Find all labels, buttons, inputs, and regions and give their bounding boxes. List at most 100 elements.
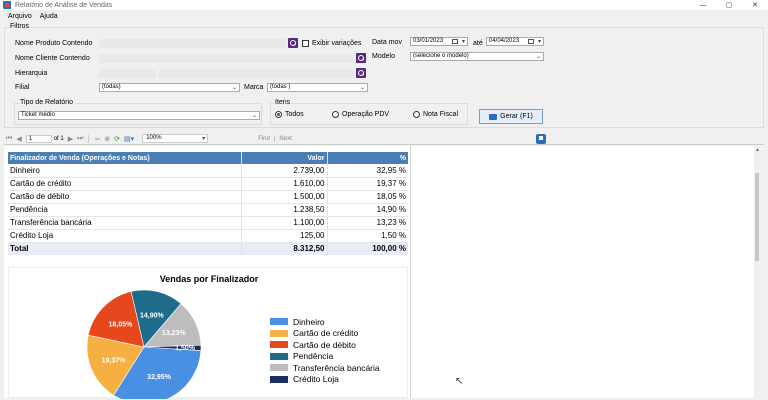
zoom-value: 100% — [146, 135, 162, 141]
legend-item: Crédito Loja — [270, 374, 380, 386]
hierarquia-name-input[interactable] — [159, 69, 355, 78]
cell-name: Dinheiro — [8, 164, 241, 178]
legend-item: Transferência bancária — [270, 362, 380, 374]
legend-item: Pendência — [270, 351, 380, 363]
cell-valor: 1.100,00 — [240, 216, 327, 230]
cliente-label: Nome Cliente Contendo — [15, 55, 90, 62]
modelo-value: (selecione o modelo) — [413, 53, 469, 59]
menu-bar: Arquivo Ajuda — [0, 11, 62, 22]
stop-icon[interactable]: ⊗ — [104, 135, 111, 143]
cell-valor: 125,00 — [240, 229, 327, 243]
cell-percent: 1,50 % — [326, 229, 408, 243]
column-header-percent: % — [326, 152, 408, 164]
column-header-valor: Valor — [240, 152, 327, 164]
close-button[interactable]: ✕ — [752, 2, 758, 9]
modelo-select[interactable]: (selecione o modelo) ⌄ — [410, 52, 544, 61]
table-row: Cartão de crédito 1.610,00 19,37 % — [8, 177, 408, 191]
hierarquia-code-input[interactable] — [99, 69, 156, 78]
pie-slice-label: 13,23% — [162, 330, 187, 337]
hierarquia-search-icon[interactable] — [356, 68, 366, 78]
pie-slice-label: 32,95% — [147, 374, 172, 381]
app-icon — [3, 1, 11, 9]
legend-label: Cartão de débito — [293, 339, 356, 350]
cell-percent: 19,37 % — [326, 177, 408, 191]
cliente-input[interactable] — [99, 54, 355, 63]
produto-search-icon[interactable] — [288, 38, 298, 48]
date-from-input[interactable]: 03/01/2023 ▾ — [410, 37, 468, 46]
cell-valor: 1.238,50 — [240, 203, 327, 217]
scroll-up-icon[interactable]: ▲ — [755, 147, 760, 153]
chart-legend: Dinheiro Cartão de crédito Cartão de débit… — [270, 316, 380, 385]
legend-label: Crédito Loja — [293, 374, 339, 385]
find-link[interactable]: Find — [258, 135, 270, 142]
cell-percent: 18,05 % — [326, 190, 408, 204]
legend-label: Transferência bancária — [293, 362, 380, 373]
table-row: Crédito Loja 125,00 1,50 % — [8, 229, 408, 243]
finalizador-table: Finalizador de Venda (Operações e Notas)… — [8, 152, 408, 255]
filters-group-label: Filtros — [9, 23, 31, 30]
save-icon[interactable] — [536, 134, 546, 144]
menu-arquivo[interactable]: Arquivo — [8, 13, 32, 20]
cell-name: Cartão de crédito — [8, 177, 241, 191]
filial-select[interactable]: (todas) ⌄ — [99, 83, 240, 92]
pie-slice — [86, 334, 145, 396]
pie-slice-label: 1,50% — [175, 345, 196, 352]
legend-swatch — [270, 329, 288, 337]
minimize-button[interactable]: — — [699, 1, 707, 9]
tipo-relatorio-label: Tipo de Relatório — [19, 99, 75, 106]
produto-input[interactable] — [99, 39, 287, 48]
maximize-button[interactable]: ▢ — [725, 2, 733, 9]
calendar-icon — [528, 39, 534, 44]
chevron-down-icon: ⌄ — [231, 85, 237, 91]
itens-pdv-radio[interactable] — [332, 111, 339, 118]
data-mov-label: Data mov — [372, 39, 402, 46]
table-row: Cartão de débito 1.500,00 18,05 % — [8, 190, 408, 204]
table-row: Dinheiro 2.739,00 32,95 % — [8, 164, 408, 178]
print-layout-icon[interactable]: ▤▾ — [124, 135, 135, 143]
prev-page-icon[interactable]: ◀ — [16, 135, 22, 143]
last-page-icon[interactable]: ⏭ — [77, 134, 84, 142]
marca-select[interactable]: (todas ) ⌄ — [267, 83, 368, 92]
window-controls: — ▢ ✕ — [690, 0, 768, 10]
next-page-icon[interactable]: ▶ — [67, 135, 74, 143]
chart-title: Vendas por Finalizador — [159, 274, 259, 284]
date-to-input[interactable]: 04/04/2023 ▾ — [486, 37, 544, 46]
legend-item: Cartão de crédito — [270, 328, 380, 340]
itens-todos-radio[interactable] — [275, 111, 282, 118]
cell-name: Pendência — [8, 203, 241, 217]
chevron-down-icon: ▾ — [537, 39, 541, 45]
cliente-search-icon[interactable] — [356, 53, 366, 63]
toolbar-divider — [88, 134, 90, 143]
pie-slice — [113, 346, 202, 399]
menu-ajuda[interactable]: Ajuda — [39, 13, 58, 20]
cell-percent: 13,23 % — [326, 216, 408, 230]
gerar-button[interactable]: Gerar (F1) — [479, 109, 543, 124]
legend-swatch — [270, 364, 288, 372]
cell-percent: 32,95 % — [326, 164, 408, 178]
exibir-variacoes-checkbox[interactable] — [302, 40, 309, 47]
tipo-relatorio-group: Tipo de Relatório Ticket médio ⌄ — [14, 99, 262, 125]
ate-label: até — [473, 40, 483, 47]
itens-nota-radio[interactable] — [413, 111, 420, 118]
scroll-thumb[interactable] — [755, 173, 759, 261]
refresh-icon[interactable]: ⟳ — [114, 135, 121, 143]
pie-slice-label: 19,37% — [102, 357, 127, 364]
produto-label: Nome Produto Contendo — [15, 40, 93, 47]
calendar-icon — [452, 39, 458, 44]
table-total-row: Total 8.312,50 100,00 % — [8, 242, 408, 255]
page-boundary — [410, 146, 411, 398]
printer-icon — [489, 113, 498, 120]
legend-label: Cartão de crédito — [293, 328, 359, 339]
page-input[interactable]: 1 — [25, 134, 52, 143]
zoom-select[interactable]: 100% ▾ — [142, 134, 209, 143]
vertical-scrollbar[interactable]: ▲ — [754, 146, 760, 398]
tipo-relatorio-select[interactable]: Ticket médio ⌄ — [18, 111, 260, 120]
pie-chart-panel: Vendas por Finalizador 32,95% 19,37% 18,05… — [8, 267, 408, 399]
first-page-icon[interactable]: ⏮ — [6, 134, 13, 142]
cell-valor: 2.739,00 — [240, 164, 327, 178]
next-link[interactable]: Next — [279, 135, 292, 142]
total-label: Total — [8, 242, 241, 255]
filters-group: Filtros Nome Produto Contendo Exibir var… — [4, 23, 764, 128]
cell-name: Transferência bancária — [8, 216, 241, 230]
back-icon[interactable]: ⇦ — [94, 135, 101, 143]
